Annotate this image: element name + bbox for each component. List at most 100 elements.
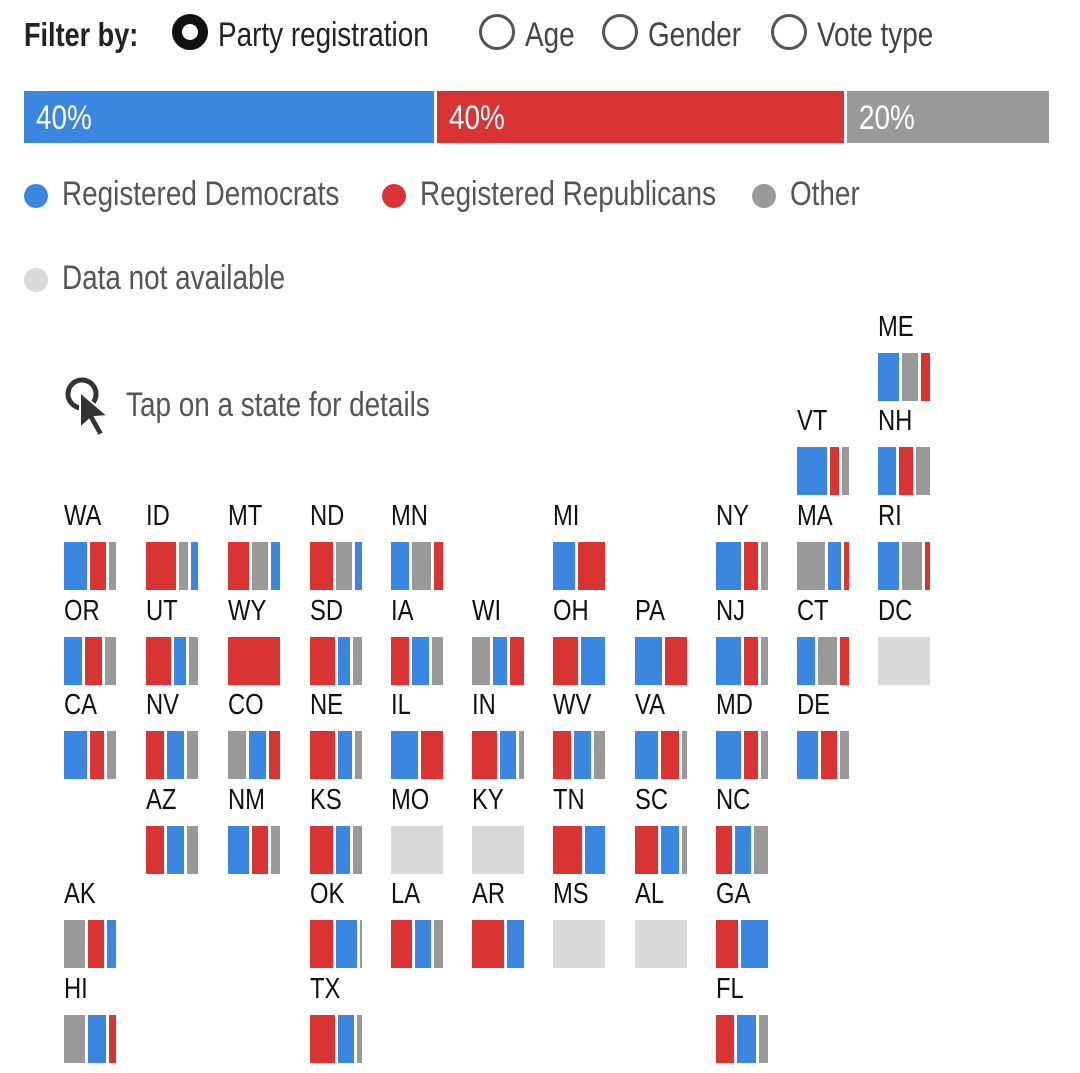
state-tile-nm[interactable]: NM (228, 784, 280, 874)
state-tile-oh[interactable]: OH (553, 595, 605, 685)
state-abbr: IL (391, 689, 411, 721)
legend-item-other: Other (752, 173, 872, 213)
state-tile-pa[interactable]: PA (635, 595, 687, 685)
bar-segment-dem (503, 920, 524, 968)
state-tile-sc[interactable]: SC (635, 784, 687, 874)
state-abbr: MS (553, 878, 589, 910)
bar-segment-dem (582, 826, 605, 874)
state-tile-in[interactable]: IN (472, 689, 524, 779)
state-tile-md[interactable]: MD (716, 689, 768, 779)
state-tile-wa[interactable]: WA (64, 500, 116, 590)
bar-segment-dem (164, 731, 184, 779)
state-tile-va[interactable]: VA (635, 689, 687, 779)
bar-segment-other (349, 826, 362, 874)
state-tile-vt[interactable]: VT (797, 405, 850, 495)
state-tile-ia[interactable]: IA (391, 595, 443, 685)
state-bar-not-available (878, 637, 930, 685)
state-abbr: NH (878, 405, 913, 437)
state-abbr: ME (878, 311, 914, 343)
state-tile-mt[interactable]: MT (228, 500, 280, 590)
state-tile-wy[interactable]: WY (228, 595, 280, 685)
state-bar (64, 920, 116, 968)
state-tile-dc[interactable]: DC (878, 595, 930, 685)
summary-label-republicans: 40% (449, 99, 505, 137)
state-tile-nc[interactable]: NC (716, 784, 768, 874)
state-tile-ny[interactable]: NY (716, 500, 768, 590)
bar-segment-dem (734, 1015, 756, 1063)
bar-segment-dem (878, 542, 899, 590)
state-tile-de[interactable]: DE (797, 689, 849, 779)
state-tile-nj[interactable]: NJ (716, 595, 768, 685)
radio-age[interactable]: Age (479, 10, 589, 56)
bar-segment-rep (741, 637, 759, 685)
state-abbr: OR (64, 595, 100, 627)
bar-segment-dem (553, 542, 576, 590)
bar-segment-dem (635, 731, 658, 779)
state-tile-id[interactable]: ID (146, 500, 199, 590)
state-tile-tn[interactable]: TN (553, 784, 605, 874)
state-bar (146, 542, 199, 590)
legend-item-republicans: Registered Republicans (382, 173, 722, 213)
state-tile-mi[interactable]: MI (553, 500, 605, 590)
state-tile-ga[interactable]: GA (716, 878, 768, 968)
radio-gender[interactable]: Gender (602, 10, 752, 56)
state-bar (716, 826, 768, 874)
state-abbr: NY (716, 500, 750, 532)
state-tile-mn[interactable]: MN (391, 500, 444, 590)
bar-segment-dem (391, 731, 418, 779)
state-tile-or[interactable]: OR (64, 595, 116, 685)
bar-segment-other (356, 920, 362, 968)
state-tile-wv[interactable]: WV (553, 689, 605, 779)
state-tile-wi[interactable]: WI (472, 595, 524, 685)
state-bar (228, 731, 280, 779)
state-tile-nh[interactable]: NH (878, 405, 930, 495)
bar-segment-other (64, 920, 85, 968)
bar-segment-dem (84, 1015, 107, 1063)
state-tile-az[interactable]: AZ (146, 784, 198, 874)
state-tile-ma[interactable]: MA (797, 500, 849, 590)
state-tile-ct[interactable]: CT (797, 595, 850, 685)
state-tile-me[interactable]: ME (878, 311, 930, 401)
state-tile-ut[interactable]: UT (146, 595, 198, 685)
state-tile-la[interactable]: LA (391, 878, 443, 968)
radio-vote-type[interactable]: Vote type (771, 10, 951, 56)
state-bar (553, 637, 605, 685)
state-tile-ri[interactable]: RI (878, 500, 930, 590)
state-tile-ne[interactable]: NE (310, 689, 362, 779)
state-tile-fl[interactable]: FL (716, 973, 769, 1063)
state-tile-ks[interactable]: KS (310, 784, 362, 874)
state-abbr: NE (310, 689, 344, 721)
bar-segment-other (428, 637, 443, 685)
state-bar (797, 542, 849, 590)
state-tile-il[interactable]: IL (391, 689, 443, 779)
state-tile-nd[interactable]: ND (310, 500, 362, 590)
state-tile-ak[interactable]: AK (64, 878, 116, 968)
state-tile-mo[interactable]: MO (391, 784, 443, 874)
state-tile-sd[interactable]: SD (310, 595, 362, 685)
bar-segment-other (349, 637, 362, 685)
bar-segment-other (64, 1015, 85, 1063)
legend-dot-icon (24, 184, 48, 208)
state-abbr: WV (553, 689, 592, 721)
state-bar (310, 1015, 362, 1063)
state-tile-ca[interactable]: CA (64, 689, 116, 779)
national-summary-bar: 40% 40% 20% (24, 91, 1049, 143)
bar-segment-other (228, 731, 247, 779)
state-bar (472, 920, 524, 968)
state-tile-ar[interactable]: AR (472, 878, 524, 968)
state-bar (391, 920, 443, 968)
state-tile-hi[interactable]: HI (64, 973, 117, 1063)
state-tile-ms[interactable]: MS (553, 878, 605, 968)
radio-party-registration[interactable]: Party registration (172, 10, 462, 56)
bar-segment-rep (917, 353, 930, 401)
bar-segment-dem (333, 920, 357, 968)
bar-segment-other (913, 447, 930, 495)
state-abbr: NM (228, 784, 265, 816)
state-tile-tx[interactable]: TX (310, 973, 362, 1063)
state-tile-nv[interactable]: NV (146, 689, 198, 779)
state-bar (472, 637, 524, 685)
state-tile-al[interactable]: AL (635, 878, 687, 968)
state-tile-co[interactable]: CO (228, 689, 280, 779)
state-tile-ok[interactable]: OK (310, 878, 362, 968)
state-tile-ky[interactable]: KY (472, 784, 524, 874)
